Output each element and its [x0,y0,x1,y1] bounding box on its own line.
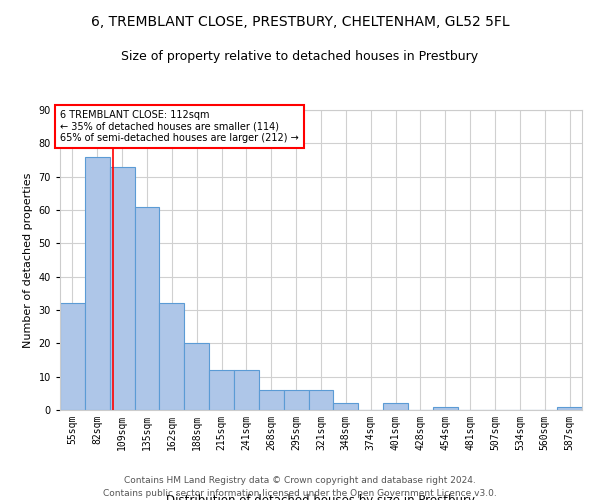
Bar [284,390,308,410]
Text: 6, TREMBLANT CLOSE, PRESTBURY, CHELTENHAM, GL52 5FL: 6, TREMBLANT CLOSE, PRESTBURY, CHELTENHA… [91,15,509,29]
Bar [308,390,334,410]
Bar [383,404,408,410]
Bar [209,370,234,410]
Text: Size of property relative to detached houses in Prestbury: Size of property relative to detached ho… [121,50,479,63]
Bar [60,304,85,410]
Bar [110,166,134,410]
Y-axis label: Number of detached properties: Number of detached properties [23,172,33,348]
Bar [334,404,358,410]
Bar [160,304,184,410]
Bar [557,406,582,410]
Bar [184,344,209,410]
Bar [259,390,284,410]
Bar [234,370,259,410]
Bar [134,206,160,410]
Text: Distribution of detached houses by size in Prestbury: Distribution of detached houses by size … [167,494,476,500]
Text: Contains HM Land Registry data © Crown copyright and database right 2024.
Contai: Contains HM Land Registry data © Crown c… [103,476,497,498]
Bar [433,406,458,410]
Bar [85,156,110,410]
Text: 6 TREMBLANT CLOSE: 112sqm
← 35% of detached houses are smaller (114)
65% of semi: 6 TREMBLANT CLOSE: 112sqm ← 35% of detac… [60,110,299,143]
